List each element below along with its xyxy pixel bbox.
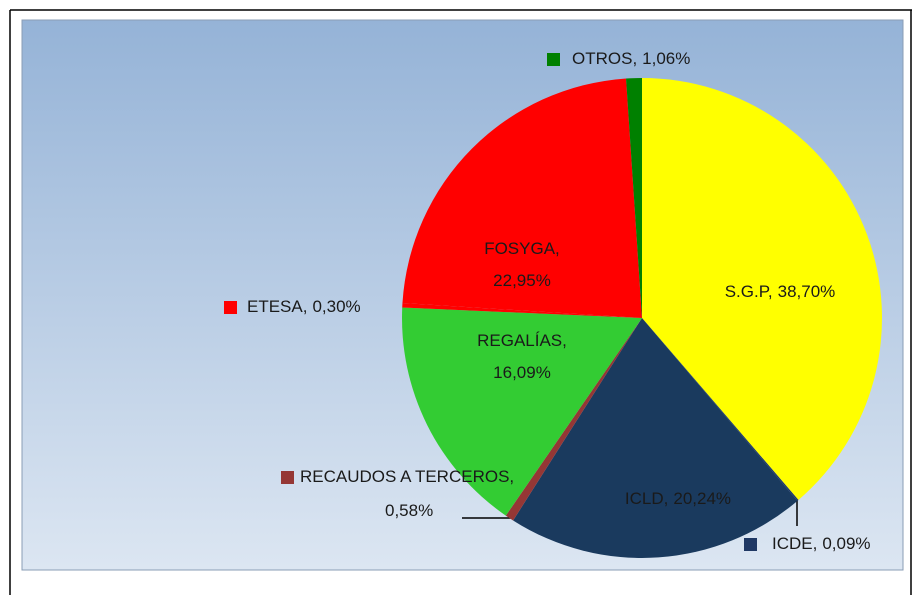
- pie-slice: [513, 318, 798, 558]
- label-value: 16,09%: [493, 363, 551, 382]
- pie-slice: [402, 78, 642, 319]
- label-category: ICDE,: [772, 534, 817, 553]
- data-label: ICDE, 0,09%: [772, 534, 871, 553]
- label-value: 0,09%: [822, 534, 870, 553]
- legend-key: [281, 471, 294, 484]
- label-category: RECAUDOS A TERCEROS,: [300, 467, 514, 486]
- label-value: 1,06%: [642, 49, 690, 68]
- label-category: ICLD,: [625, 489, 668, 508]
- label-value: 20,24%: [673, 489, 731, 508]
- data-label: OTROS, 1,06%: [572, 49, 690, 68]
- data-label: ICLD, 20,24%: [625, 489, 731, 508]
- data-label: RECAUDOS A TERCEROS, 0,58%: [300, 467, 514, 520]
- label-category: OTROS,: [572, 49, 637, 68]
- label-category: FOSYGA,: [484, 239, 560, 258]
- pie-slice: [642, 78, 883, 500]
- data-label: S.G.P, 38,70%: [725, 282, 836, 301]
- pie-slice: [505, 318, 642, 521]
- label-value: 38,70%: [778, 282, 836, 301]
- legend-key: [224, 301, 237, 314]
- data-label: REGALÍAS, 16,09%: [477, 331, 567, 382]
- label-category: REGALÍAS,: [477, 331, 567, 350]
- pie-slice: [402, 307, 642, 516]
- pie-slice: [642, 318, 799, 501]
- legend-key: [547, 53, 560, 66]
- label-category: S.G.P,: [725, 282, 773, 301]
- label-category: ETESA,: [247, 297, 307, 316]
- legend-key: [744, 538, 757, 551]
- pie-slice: [402, 303, 642, 318]
- label-value: 0,58%: [385, 501, 433, 520]
- label-value: 22,95%: [493, 271, 551, 290]
- pie-slice: [626, 78, 642, 318]
- data-label: ETESA, 0,30%: [247, 297, 361, 316]
- data-label: FOSYGA, 22,95%: [484, 239, 560, 290]
- label-value: 0,30%: [312, 297, 360, 316]
